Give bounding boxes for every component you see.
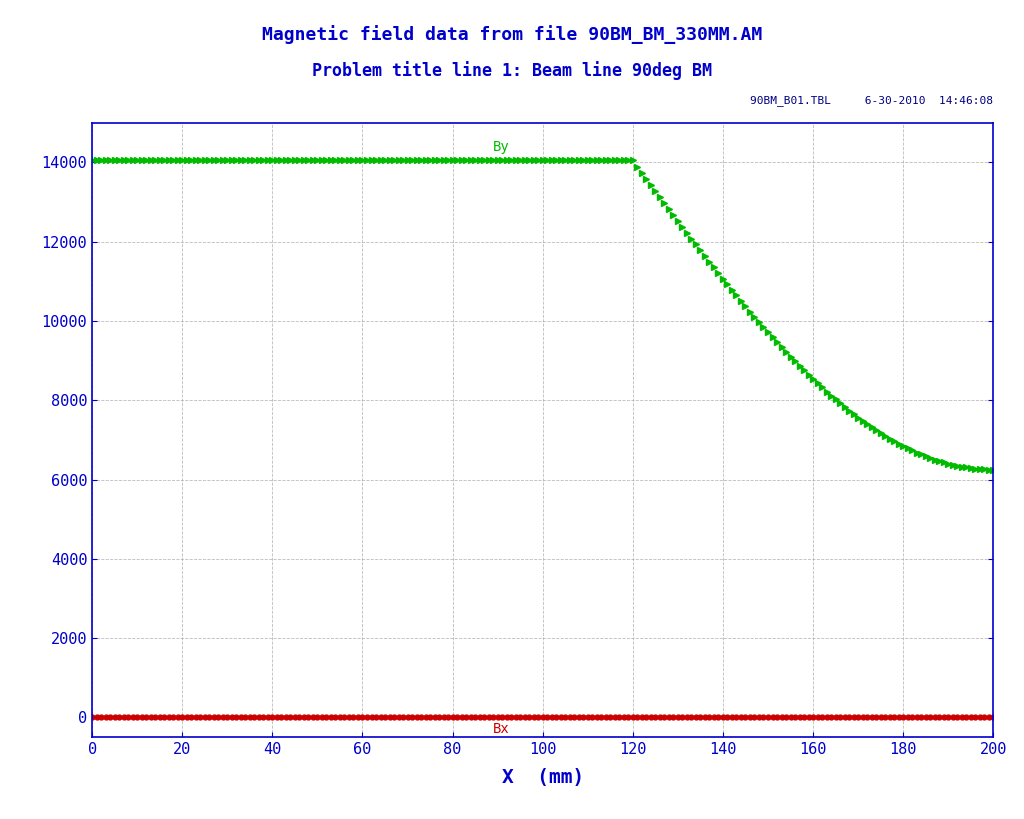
X-axis label: X  (mm): X (mm) xyxy=(502,768,584,787)
Text: 90BM_B01.TBL     6-30-2010  14:46:08: 90BM_B01.TBL 6-30-2010 14:46:08 xyxy=(751,96,993,106)
Text: Problem title line 1: Beam line 90deg BM: Problem title line 1: Beam line 90deg BM xyxy=(312,61,712,80)
Text: Magnetic field data from file 90BM_BM_330MM.AM: Magnetic field data from file 90BM_BM_33… xyxy=(262,25,762,43)
Text: By: By xyxy=(494,139,510,154)
Text: Bx: Bx xyxy=(494,722,510,736)
